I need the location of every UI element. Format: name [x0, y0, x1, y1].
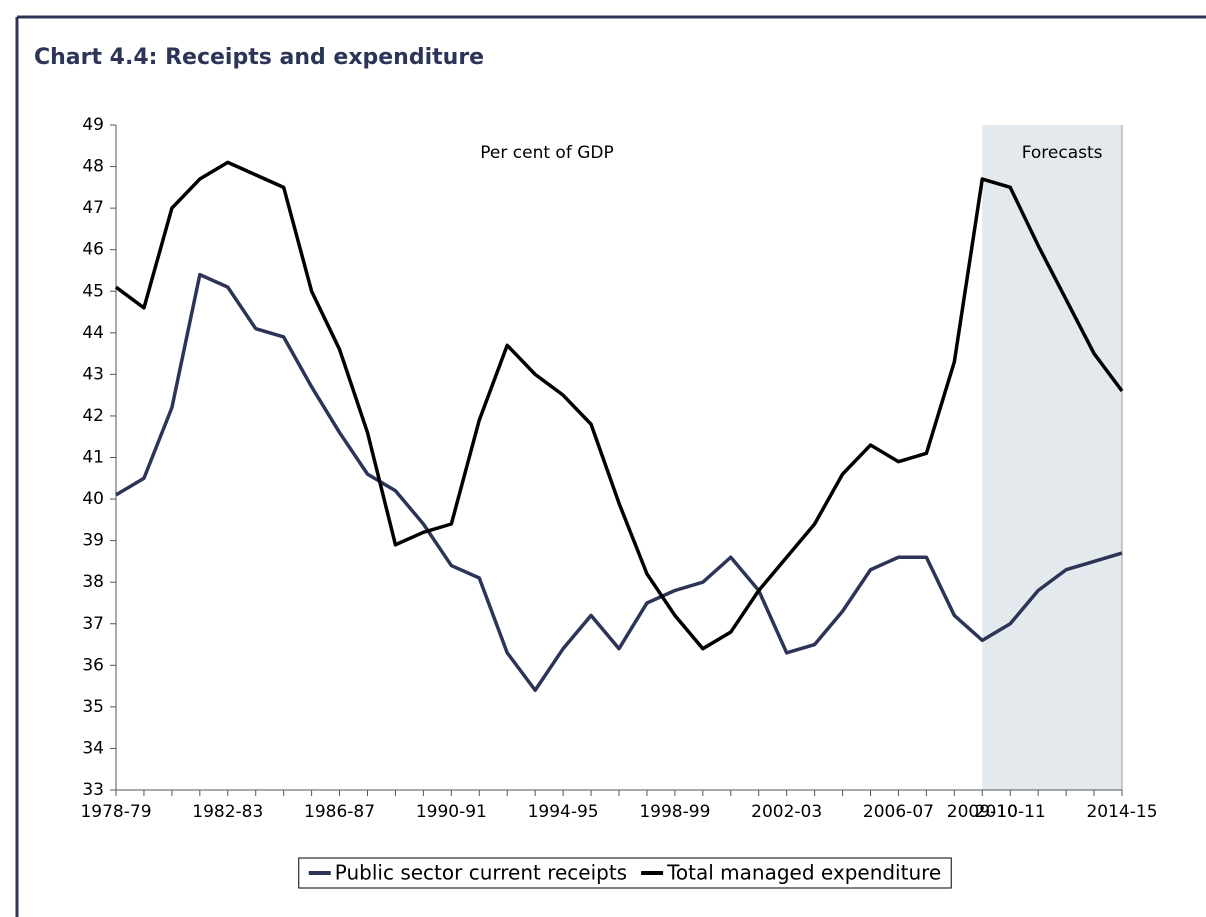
- chart-title: Chart 4.4: Receipts and expenditure: [34, 45, 484, 70]
- x-tick-label: 1990-91: [416, 802, 487, 822]
- series-line: [115, 272, 1123, 692]
- y-tick-label: 39: [82, 531, 104, 551]
- y-tick-label: 45: [82, 281, 104, 301]
- y-tick-label: 48: [82, 157, 104, 177]
- y-tick-label: 38: [82, 572, 104, 592]
- y-tick-label: 44: [82, 323, 104, 343]
- y-tick-label: 41: [82, 448, 104, 468]
- legend-label: Total managed expenditure: [666, 861, 941, 885]
- forecast-label: Forecasts: [1022, 143, 1103, 163]
- x-tick-label: 1982-83: [192, 802, 263, 822]
- forecast-region: [982, 125, 1122, 790]
- y-tick-label: 46: [82, 240, 104, 260]
- x-tick-label: 2006-07: [863, 802, 934, 822]
- x-tick-label: 2009-10: [947, 802, 1018, 822]
- x-tick-label: 2010-11: [975, 802, 1046, 822]
- x-tick-label: 1998-99: [639, 802, 710, 822]
- y-tick-label: 47: [82, 198, 104, 218]
- y-tick-label: 37: [82, 614, 104, 634]
- y-tick-label: 35: [82, 697, 104, 717]
- y-tick-label: 43: [82, 364, 104, 384]
- x-tick-label: 2014-15: [1086, 802, 1157, 822]
- x-tick-label: 1986-87: [304, 802, 375, 822]
- y-tick-label: 40: [82, 489, 104, 509]
- legend-label: Public sector current receipts: [335, 861, 627, 885]
- y-tick-label: 36: [82, 655, 104, 675]
- x-tick-label: 1994-95: [528, 802, 599, 822]
- x-tick-label: 2002-03: [751, 802, 822, 822]
- annotation: Per cent of GDP: [480, 143, 613, 163]
- y-tick-label: 33: [82, 780, 104, 800]
- series-line: [114, 160, 1124, 651]
- y-tick-label: 34: [82, 738, 104, 758]
- x-tick-label: 1978-79: [80, 802, 151, 822]
- y-tick-label: 49: [82, 115, 104, 135]
- legend: [298, 857, 952, 889]
- y-tick-label: 42: [82, 406, 104, 426]
